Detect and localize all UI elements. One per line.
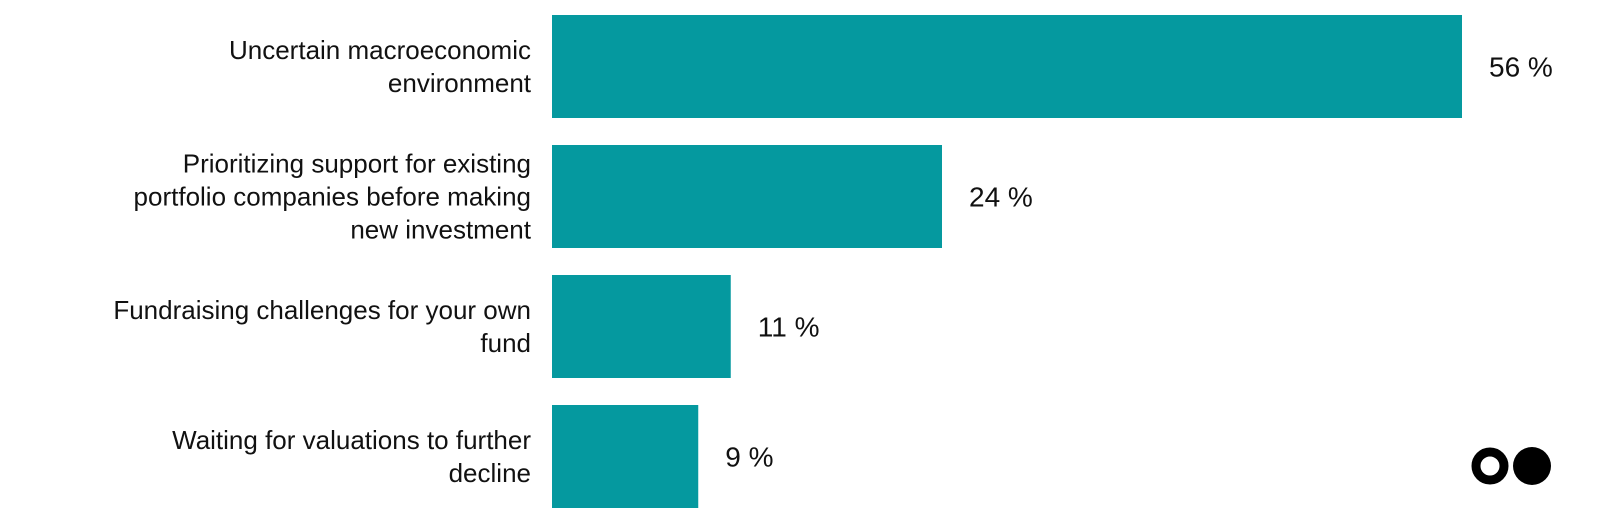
category-label-line: fund — [480, 328, 531, 358]
category-label-line: Uncertain macroeconomic — [229, 35, 531, 65]
bar — [552, 275, 731, 378]
category-label-line: environment — [388, 68, 532, 98]
value-label: 9 % — [725, 442, 773, 473]
category-label: Waiting for valuations to further decline — [172, 425, 531, 488]
bar — [552, 145, 942, 248]
bar — [552, 15, 1462, 118]
category-label-line: new investment — [350, 215, 531, 245]
value-label: 56 % — [1489, 52, 1553, 83]
category-label: Fundraising challenges for your own fund — [113, 295, 531, 358]
category-label: Uncertain macroeconomic environment — [229, 35, 532, 98]
value-label: 24 % — [969, 182, 1033, 213]
category-label: Prioritizing support for existing portfol… — [134, 149, 532, 245]
category-label-line: portfolio companies before making — [134, 182, 531, 212]
value-label: 11 % — [758, 312, 820, 343]
category-label-line: Waiting for valuations to further — [172, 425, 531, 455]
category-label-line: Prioritizing support for existing — [183, 149, 531, 179]
category-label-line: decline — [449, 458, 531, 488]
bar — [552, 405, 699, 508]
brand-logo-icon — [1471, 447, 1551, 485]
category-label-line: Fundraising challenges for your own — [113, 295, 531, 325]
